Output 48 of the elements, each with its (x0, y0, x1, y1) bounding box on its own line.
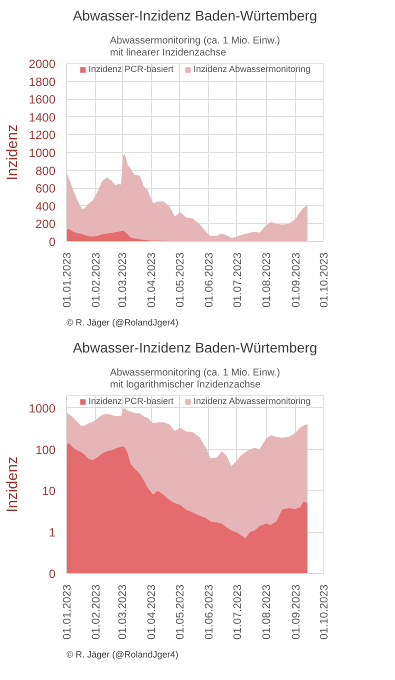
y-tick-label: 1000 (28, 401, 56, 416)
y-tick-label: 1000 (28, 146, 56, 160)
y-tick-label: 200 (35, 217, 56, 232)
x-tick-label: 01.04.2023 (146, 252, 158, 308)
y-tick-label: 100 (35, 442, 56, 457)
text: © R. Jäger (@RolandJger4) (66, 650, 178, 660)
legend-label: Inzidenz PCR-basiert (88, 64, 174, 74)
y-tick-label: 0 (48, 235, 56, 249)
legend-label: Inzidenz Abwassermonitoring (193, 64, 311, 74)
x-tick-label: 01.04.2023 (146, 584, 158, 640)
y-tick-label: 600 (35, 182, 56, 196)
x-tick-label: 01.10.2023 (318, 584, 330, 640)
x-tick-label: 01.10.2023 (318, 252, 330, 308)
x-tick-label: 01.03.2023 (117, 252, 130, 308)
text: © R. Jäger (@RolandJger4) (66, 318, 178, 328)
x-tick-label: 01.02.2023 (90, 584, 103, 640)
x-tick-label: 01.07.2023 (232, 584, 244, 640)
x-tick-label: 01.05.2023 (174, 252, 186, 308)
x-tick-label: 01.01.2023 (62, 584, 74, 640)
y-tick-label: 1 (48, 526, 56, 540)
y-tick-label: 400 (35, 199, 56, 214)
y-tick-label: 2000 (28, 57, 56, 71)
x-tick-label: 01.08.2023 (261, 584, 274, 640)
y-tick-label: 0 (48, 567, 56, 581)
y-axis-title: Inzidenz (4, 456, 21, 512)
x-tick-label: 01.07.2023 (232, 252, 244, 308)
chart-title: Abwasser-Inzidenz Baden-Würtemberg (72, 8, 318, 24)
x-tick-label: 01.01.2023 (62, 252, 74, 308)
y-tick-label: 800 (35, 164, 56, 178)
x-tick-label: 01.06.2023 (204, 584, 216, 640)
y-axis-title: Inzidenz (4, 124, 21, 180)
y-tick-label: 1200 (28, 128, 56, 142)
x-tick-label: 01.05.2023 (174, 584, 186, 640)
legend-label: Inzidenz Abwassermonitoring (193, 396, 311, 406)
y-tick-label: 1800 (28, 74, 56, 89)
x-tick-label: 01.09.2023 (290, 584, 302, 640)
y-tick-label: 10 (42, 484, 56, 498)
y-tick-label: 1400 (28, 110, 56, 124)
x-tick-label: 01.08.2023 (261, 252, 274, 308)
chart-subtitle: Abwassermonitoring (ca. 1 Mio. Einw.) mit logarithmischer Inzidenzachse (110, 367, 280, 390)
chart-title: Abwasser-Inzidenz Baden-Würtemberg (72, 340, 318, 356)
y-tick-label: 1600 (28, 92, 56, 107)
x-tick-label: 01.09.2023 (290, 252, 302, 308)
x-tick-label: 01.06.2023 (204, 252, 216, 308)
chart-subtitle: Abwassermonitoring (ca. 1 Mio. Einw.) mit linearer Inzidenzachse (110, 35, 280, 58)
x-tick-label: 01.03.2023 (117, 584, 130, 640)
x-tick-label: 01.02.2023 (90, 252, 103, 308)
legend-label: Inzidenz PCR-basiert (88, 396, 174, 406)
